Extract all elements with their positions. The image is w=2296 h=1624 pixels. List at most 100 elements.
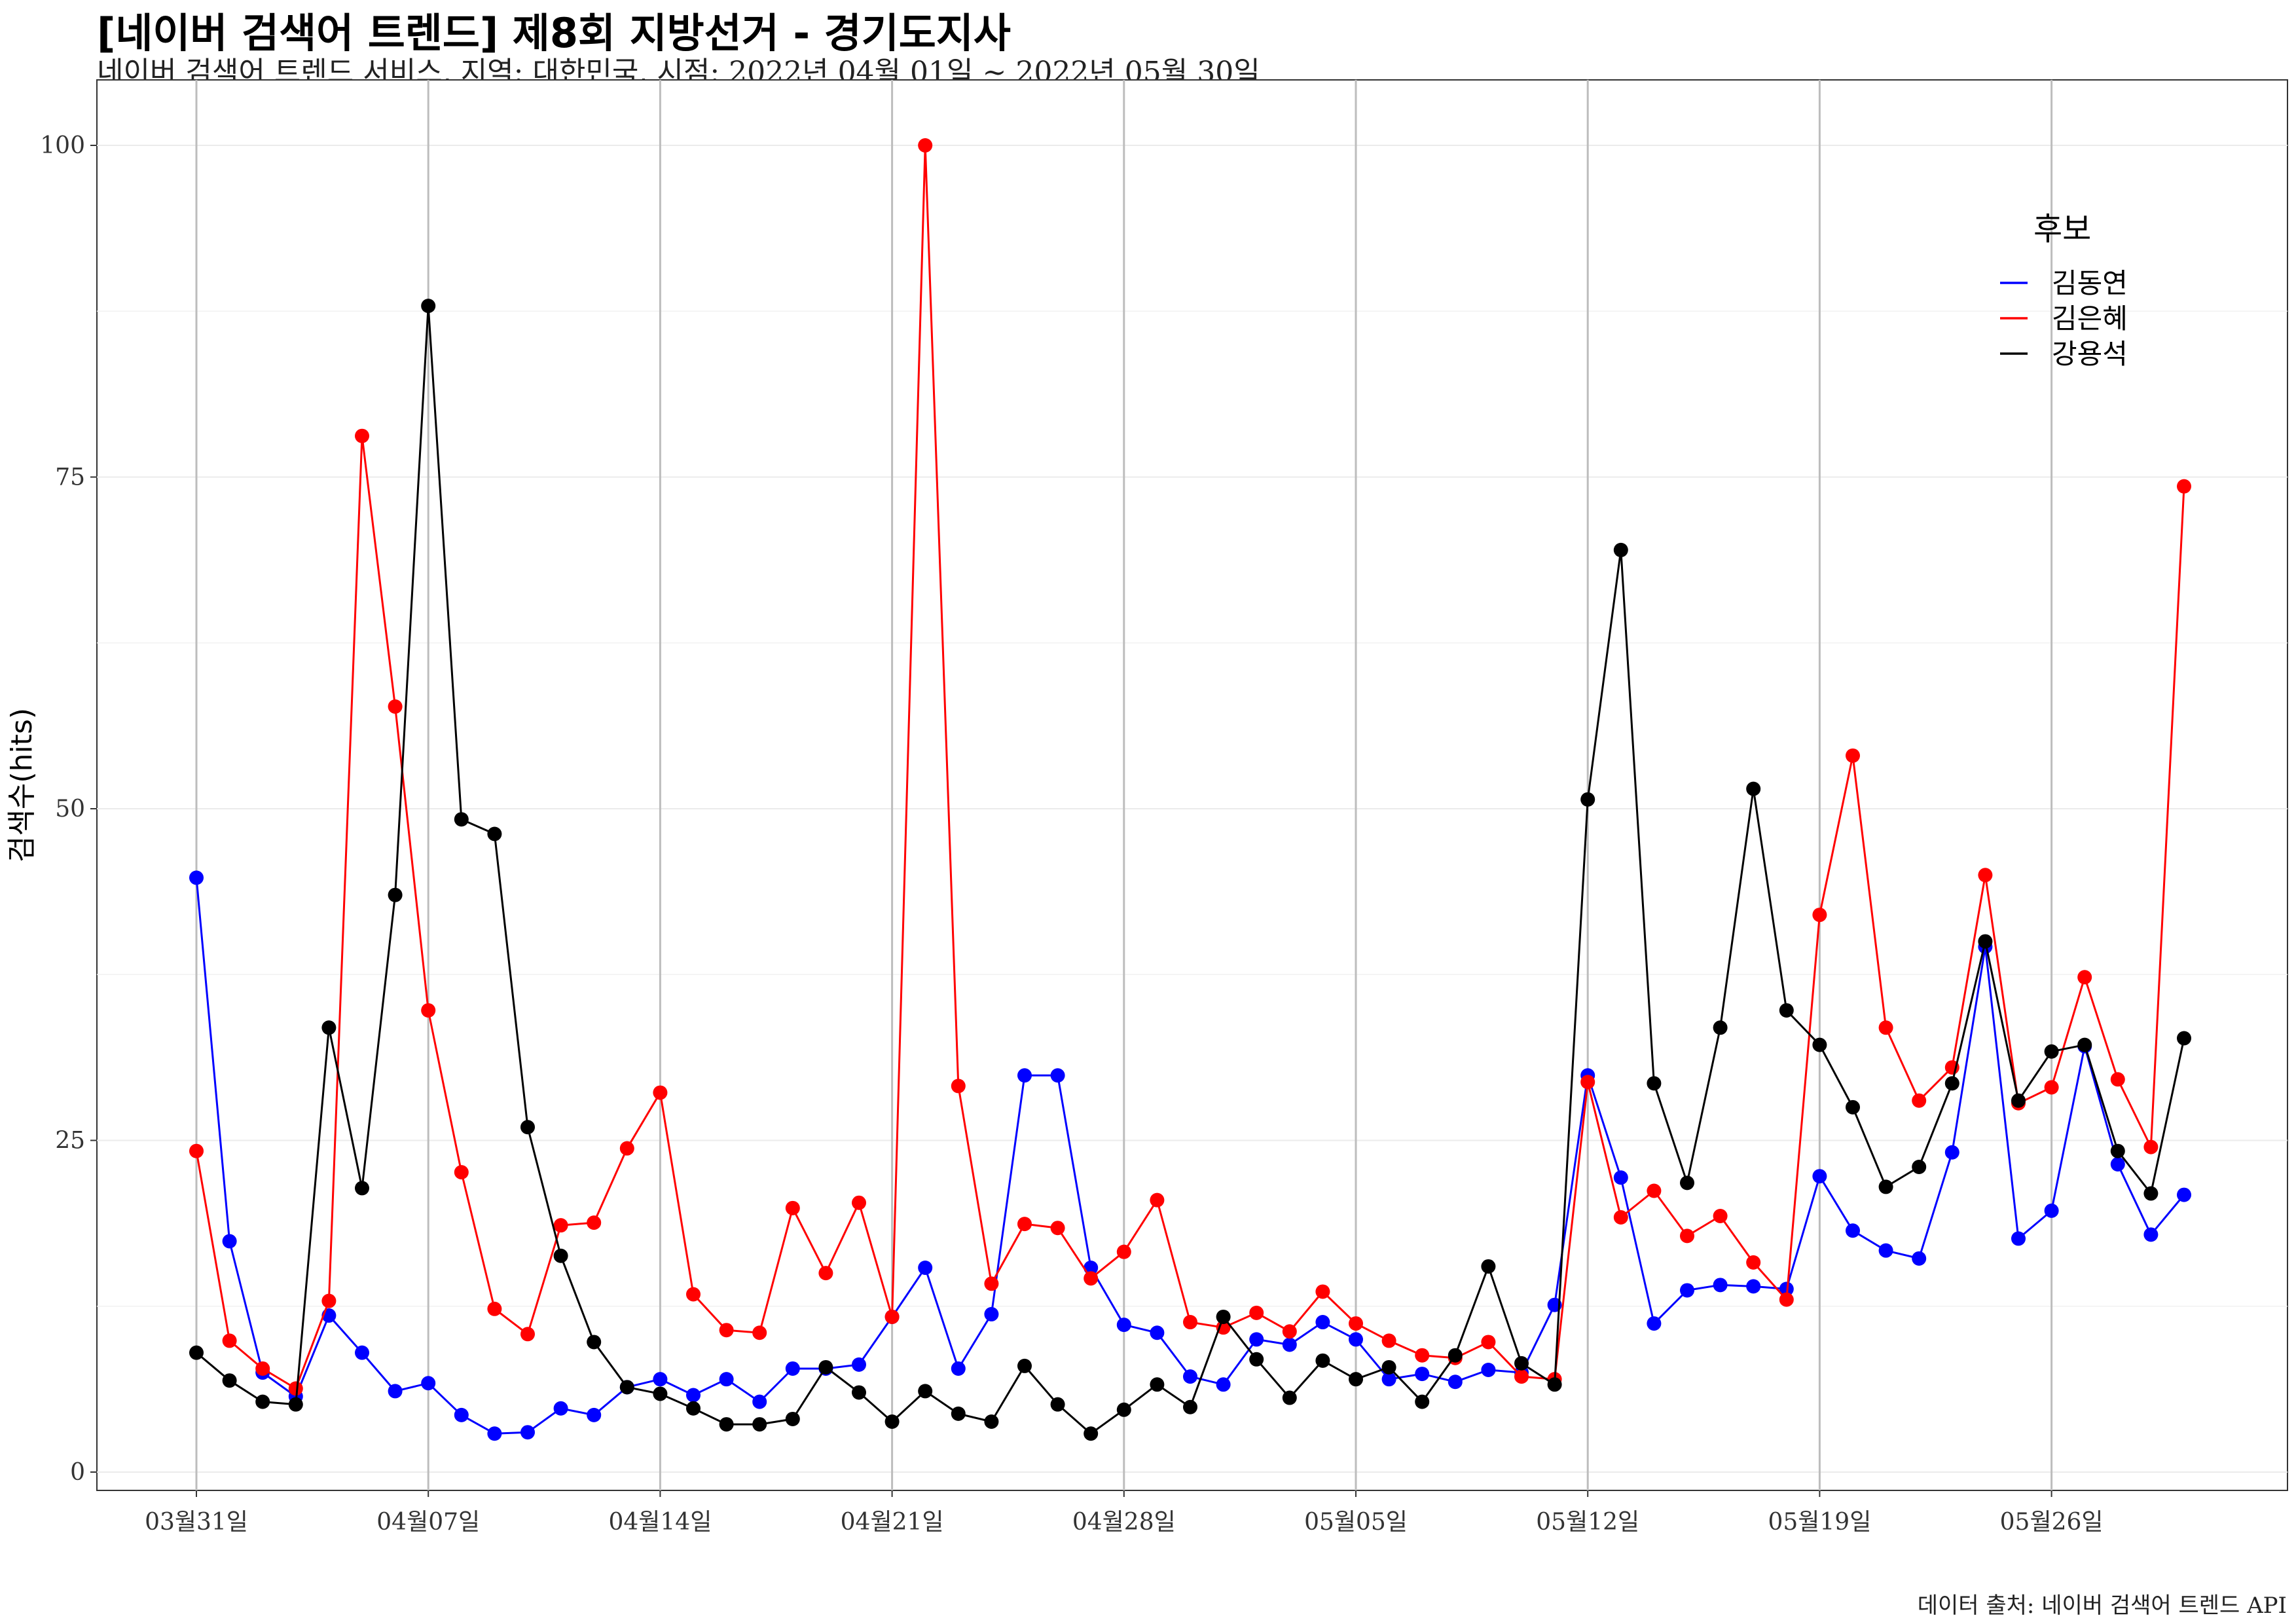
data-point	[2011, 1231, 2026, 1246]
data-point	[1050, 1221, 1065, 1236]
data-point	[587, 1407, 602, 1422]
data-point	[653, 1372, 668, 1387]
data-point	[1448, 1348, 1463, 1363]
data-point	[752, 1325, 767, 1340]
data-point	[2044, 1044, 2059, 1059]
data-point	[2110, 1143, 2125, 1158]
data-point	[951, 1361, 966, 1376]
x-tick-label: 05월26일	[2000, 1509, 2104, 1536]
data-point	[1116, 1318, 1131, 1333]
data-point	[288, 1397, 303, 1412]
data-point	[1746, 1255, 1761, 1270]
data-point	[1580, 792, 1595, 807]
x-axis: 03월31일 04월07일 04월14일 04월21일 04월28일 05월05일 05월1…	[145, 1490, 2104, 1536]
y-tick-label: 75	[55, 464, 85, 491]
data-point	[752, 1417, 767, 1432]
data-point	[818, 1266, 833, 1281]
chart-title: [네이버 검색어 트렌드] 제8회 지방선거 - 경기도지사	[97, 9, 1011, 57]
data-point	[1647, 1316, 1662, 1331]
data-point	[1050, 1068, 1065, 1083]
data-point	[1116, 1244, 1131, 1259]
data-point	[1315, 1353, 1330, 1368]
data-point	[984, 1276, 999, 1291]
data-point	[1613, 1170, 1628, 1185]
data-point	[1249, 1332, 1264, 1347]
data-point	[1415, 1367, 1430, 1382]
y-axis-title: 검색수(hits)	[5, 708, 39, 862]
data-point	[1050, 1397, 1065, 1412]
data-point	[984, 1414, 999, 1430]
data-point	[686, 1287, 701, 1302]
data-point	[2077, 1037, 2092, 1052]
x-tick-label: 05월12일	[1536, 1509, 1639, 1536]
data-point	[1282, 1324, 1297, 1339]
data-point	[1580, 1075, 1595, 1090]
data-point	[388, 887, 403, 902]
y-axis: 0 25 50 75 100	[40, 132, 97, 1486]
data-point	[1116, 1402, 1131, 1417]
data-point	[222, 1333, 237, 1348]
data-point	[487, 1426, 502, 1441]
data-point	[1415, 1394, 1430, 1409]
data-point	[189, 1143, 204, 1158]
data-point	[1415, 1348, 1430, 1363]
data-point	[2011, 1093, 2026, 1108]
series-layer	[189, 138, 2191, 1441]
data-point	[1183, 1399, 1197, 1414]
legend-label: 김은혜	[2052, 303, 2128, 335]
data-point	[719, 1372, 734, 1387]
data-point	[1613, 1210, 1628, 1225]
data-point	[189, 870, 204, 885]
data-point	[1944, 1076, 1959, 1091]
data-point	[951, 1406, 966, 1421]
data-point	[222, 1373, 237, 1388]
data-point	[1746, 781, 1761, 796]
data-point	[984, 1306, 999, 1321]
data-point	[1448, 1375, 1463, 1390]
data-point	[1878, 1179, 1893, 1194]
legend-label: 김동연	[2052, 267, 2128, 299]
data-point	[1381, 1359, 1396, 1375]
data-point	[2143, 1227, 2159, 1242]
data-point	[1084, 1271, 1099, 1286]
data-point	[852, 1195, 866, 1210]
data-point	[884, 1414, 900, 1430]
major-gridlines	[97, 80, 2287, 1490]
data-point	[2143, 1139, 2159, 1154]
data-point	[553, 1248, 568, 1263]
data-point	[1017, 1358, 1032, 1373]
data-point	[1846, 1223, 1860, 1238]
data-point	[918, 1384, 933, 1399]
data-point	[520, 1327, 535, 1342]
x-tick-label: 04월14일	[608, 1509, 712, 1536]
data-point	[1812, 1169, 1827, 1184]
data-point	[1878, 1020, 1893, 1035]
data-point	[321, 1020, 337, 1035]
data-point	[355, 428, 369, 443]
x-tick-label: 04월07일	[376, 1509, 480, 1536]
data-point	[222, 1234, 237, 1249]
data-point	[1547, 1377, 1562, 1392]
data-point	[454, 1407, 469, 1422]
data-point	[1647, 1076, 1662, 1091]
data-point	[1315, 1315, 1330, 1330]
data-point	[1713, 1208, 1728, 1223]
data-point	[321, 1293, 337, 1308]
data-point	[454, 812, 469, 827]
y-tick-label: 0	[70, 1459, 85, 1486]
data-point	[785, 1411, 800, 1426]
series-group	[189, 870, 2191, 1441]
data-point	[1912, 1093, 1927, 1108]
data-point	[719, 1417, 734, 1432]
data-point	[1183, 1369, 1197, 1384]
data-point	[1912, 1251, 1927, 1266]
data-point	[2077, 970, 2092, 985]
data-point	[1613, 542, 1628, 557]
y-tick-label: 50	[55, 796, 85, 822]
data-point	[355, 1181, 369, 1196]
data-point	[1150, 1377, 1165, 1392]
data-point	[421, 299, 436, 314]
data-point	[686, 1388, 701, 1403]
